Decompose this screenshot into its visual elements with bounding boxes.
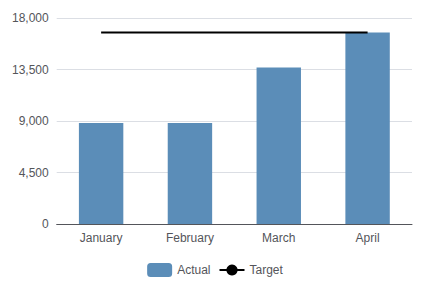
svg-text:4,500: 4,500	[19, 166, 49, 180]
svg-text:April: April	[356, 231, 380, 245]
svg-text:February: February	[166, 231, 214, 245]
svg-text:18,000: 18,000	[12, 11, 49, 25]
svg-text:0: 0	[42, 217, 49, 231]
svg-text:Target: Target	[250, 263, 284, 277]
svg-text:9,000: 9,000	[19, 114, 49, 128]
svg-text:Actual: Actual	[177, 263, 210, 277]
svg-text:January: January	[80, 231, 123, 245]
svg-text:March: March	[262, 231, 295, 245]
svg-text:13,500: 13,500	[12, 63, 49, 77]
